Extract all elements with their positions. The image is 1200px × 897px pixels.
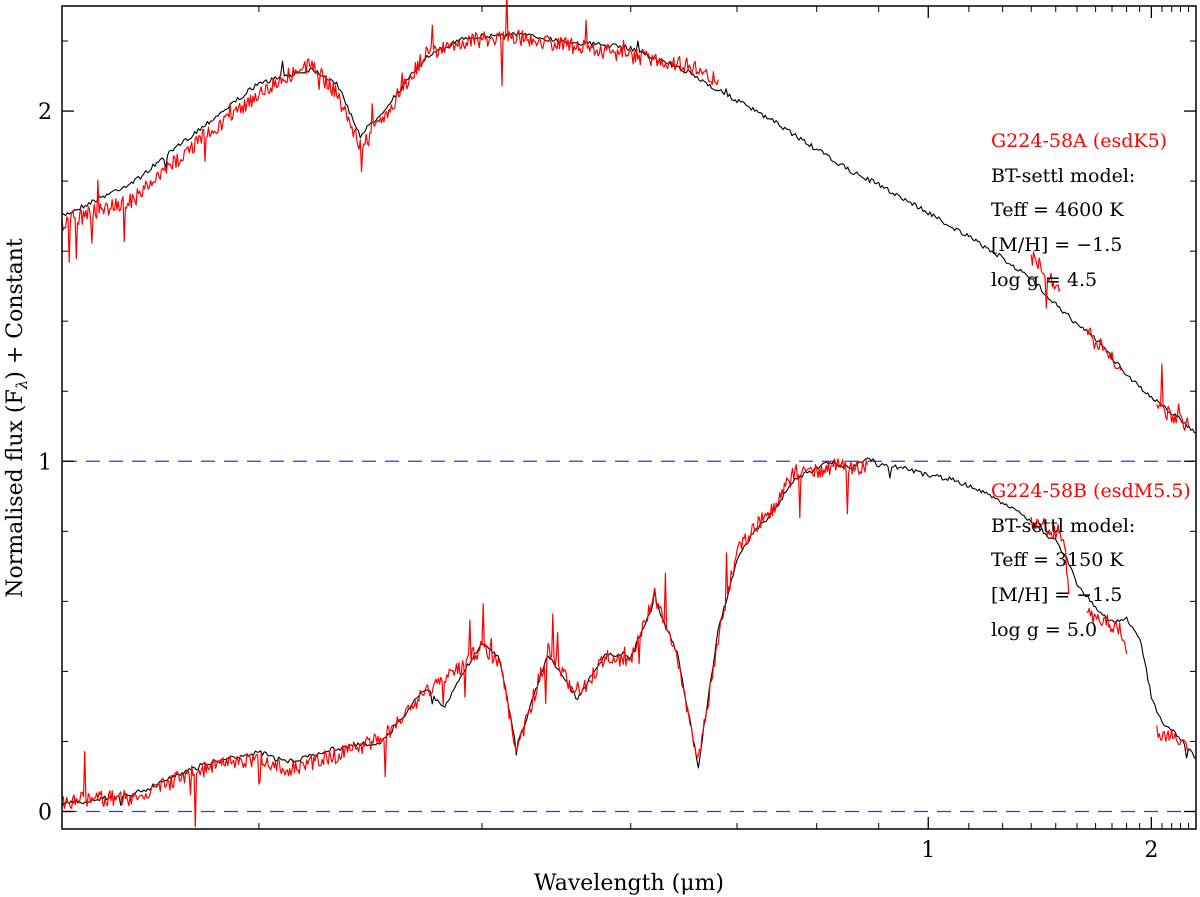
annotation-logg-b: log g = 5.0 [991,619,1097,641]
series-model-A-line-0 [61,32,1197,434]
x-tick-label-1: 2 [1144,838,1158,863]
spectra-layer [61,0,1197,828]
x-axis-title: Wavelength (μm) [534,871,724,896]
annotation-teff-b: Teff = 3150 K [991,549,1124,571]
y-axis-title-main: Normalised flux (F [3,389,28,598]
y-tick-label-2: 2 [38,100,52,125]
series-observed-B-line-3 [1156,725,1190,752]
series-observed-B-line-1 [1030,516,1070,595]
series-observed-A-line-1 [1030,251,1061,309]
annotation-logg-a: log g = 4.5 [991,269,1097,291]
series-observed-A-line-3 [1156,363,1190,431]
y-tick-label-0: 0 [38,800,52,825]
series-observed-B-line-0 [61,458,868,828]
y-axis-title-sub: λ [13,380,31,391]
y-axis-title: Normalised flux (Fλ) + Constant [3,238,31,598]
y-tick-label-1: 1 [38,450,52,475]
annotation-model-b: BT-settl model: [991,515,1135,537]
reference-lines [63,460,1195,813]
series-observed-A-line-2 [1086,327,1122,371]
series-observed-A-line-0 [61,0,719,263]
annotation-name-b: G224-58B (esdM5.5) [991,480,1191,502]
annotations-b: G224-58B (esdM5.5) BT-settl model: Teff … [991,480,1191,641]
plot-frame [61,5,1197,830]
series-observed-B-line-2 [1086,607,1128,655]
annotations-a: G224-58A (esdK5) BT-settl model: Teff = … [991,130,1167,291]
annotation-name-a: G224-58A (esdK5) [991,130,1167,152]
y-axis-title-suffix: ) + Constant [3,238,28,380]
annotation-model-a: BT-settl model: [991,165,1135,187]
tick-labels: 1 2 0 1 2 [38,100,1158,863]
axis-ticks [62,6,1196,829]
annotation-mh-b: [M/H] = −1.5 [991,584,1122,606]
x-tick-label-0: 1 [921,838,935,863]
annotation-mh-a: [M/H] = −1.5 [991,234,1122,256]
annotation-teff-a: Teff = 4600 K [991,199,1124,221]
